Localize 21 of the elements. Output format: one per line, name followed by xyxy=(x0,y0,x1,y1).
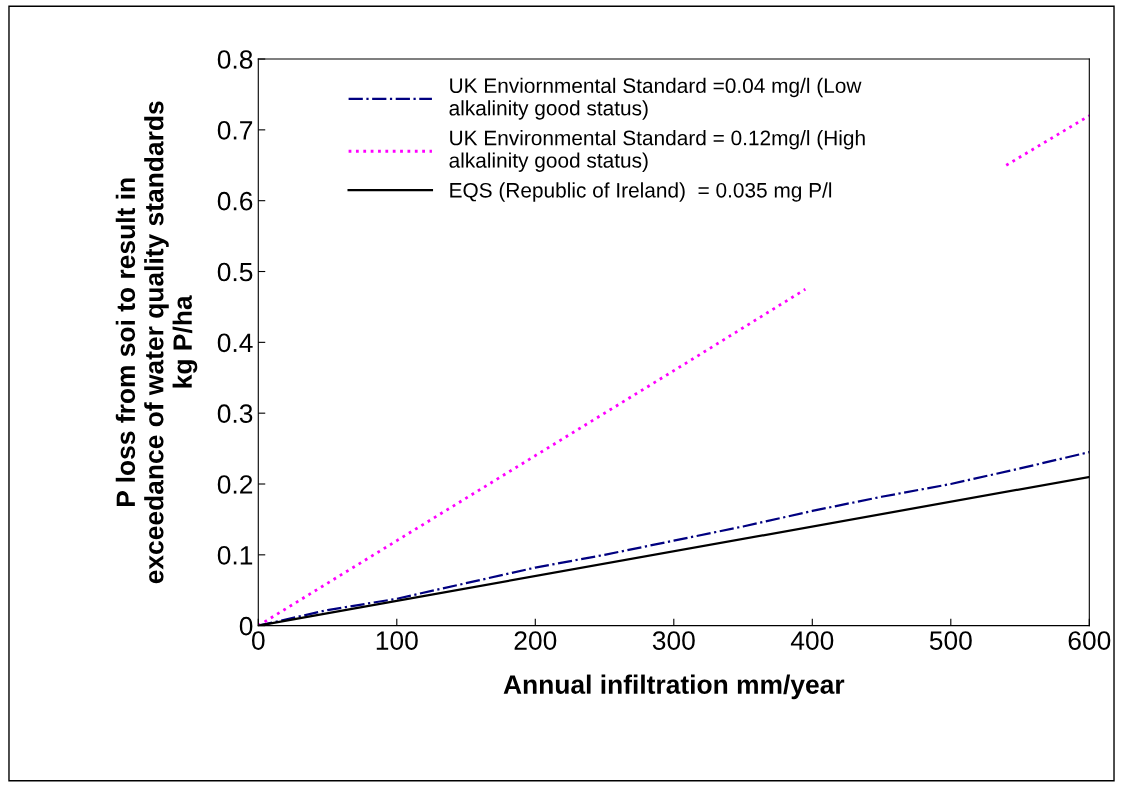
x-tick-label: 500 xyxy=(929,631,972,650)
y-tick-label: 0.3 xyxy=(217,404,253,423)
y-tick-label: 0.6 xyxy=(217,191,253,211)
y-tick-label: 0 xyxy=(239,616,253,636)
y-tick-label: 0.1 xyxy=(217,545,253,565)
y-axis-title: P loss from soi to result in exceedance of water quality standards kg P/ha xyxy=(115,101,198,584)
y-tick-label: 0.4 xyxy=(217,333,253,353)
x-tick-label: 600 xyxy=(1068,631,1111,650)
y-tick-label: 0.5 xyxy=(217,262,253,282)
x-tick-label: 200 xyxy=(514,631,557,650)
x-tick-label: 300 xyxy=(652,631,695,650)
y-tick-label: 0.2 xyxy=(217,475,253,494)
y-tick-label: 0.8 xyxy=(217,50,253,69)
x-tick-label: 0 xyxy=(251,631,265,650)
x-axis-title: Annual infiltration mm/year xyxy=(503,674,845,700)
legend-label: UK Enviornmental Standard =0.04 mg/l (Low alkalinity good status) xyxy=(449,77,862,120)
y-tick-label: 0.7 xyxy=(217,120,253,140)
legend-label: EQS (Republic of Ireland) = 0.035 mg P/l xyxy=(450,182,832,202)
x-tick-label: 100 xyxy=(376,631,418,650)
x-tick-label: 400 xyxy=(790,631,834,650)
legend-label: UK Environmental Standard = 0.12mg/l (High alkalinity good status) xyxy=(449,130,865,172)
